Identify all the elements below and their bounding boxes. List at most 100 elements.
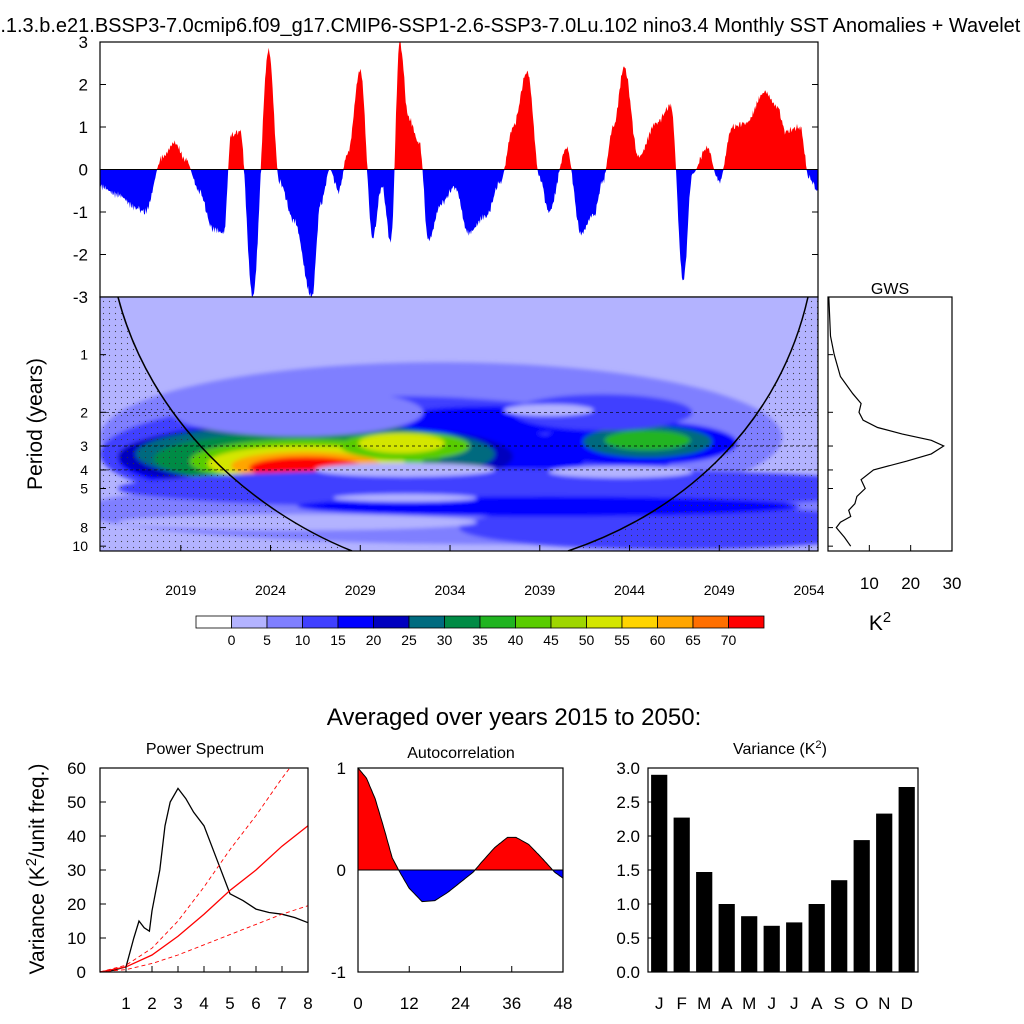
acf-x-tick-label: 24 xyxy=(451,994,470,1013)
y-tick-label: 0 xyxy=(79,161,88,180)
month-label: F xyxy=(677,994,687,1013)
year-tick-label: 2054 xyxy=(793,582,824,598)
variance-bar xyxy=(718,904,735,972)
ps-x-tick-label: 2 xyxy=(147,994,156,1013)
var-y-tick-label: 2.5 xyxy=(616,793,640,812)
ps-x-tick-label: 7 xyxy=(277,994,286,1013)
gws-title: GWS xyxy=(871,281,909,298)
y-tick-label: -2 xyxy=(73,246,88,265)
period-tick-label: 10 xyxy=(72,538,88,554)
power-spectrum-panel: Power Spectrum 0 10 20 30 40 50 60 1 2 3 4 5 6 7 8 Var… xyxy=(24,741,313,1013)
colorbar: 0 5 10 15 20 25 30 35 40 45 50 55 60 65 70 xyxy=(195,615,765,648)
year-tick-label: 2019 xyxy=(165,582,196,598)
colorbar-swatch xyxy=(302,615,339,629)
power-spectrum-frame xyxy=(99,767,309,973)
colorbar-swatch xyxy=(266,615,303,629)
year-tick-label: 2029 xyxy=(345,582,376,598)
sst-anomaly-panel: 3 2 1 0 -1 -2 -3 xyxy=(73,33,819,307)
colorbar-swatch xyxy=(479,615,516,629)
spectrum-line-upper-confidence xyxy=(99,767,291,973)
gws-panel: GWS 10 20 30 K2 xyxy=(827,281,962,635)
ps-y-tick-label: 20 xyxy=(67,895,86,914)
month-label: N xyxy=(878,994,890,1013)
variance-bar xyxy=(763,925,780,972)
colorbar-swatch xyxy=(231,615,268,629)
y-tick-label: 2 xyxy=(79,76,88,95)
colorbar-label: 55 xyxy=(614,632,630,648)
colorbar-label: 35 xyxy=(472,632,488,648)
wavelet-power-contour xyxy=(315,462,495,477)
colorbar-label: 70 xyxy=(721,632,737,648)
colorbar-label: 25 xyxy=(401,632,417,648)
acf-y-tick-label: -1 xyxy=(331,963,346,982)
period-tick-label: 2 xyxy=(80,404,88,420)
variance-bar xyxy=(673,817,690,972)
colorbar-swatch xyxy=(515,615,552,629)
colorbar-swatch xyxy=(728,615,765,629)
positive-anomaly-area xyxy=(100,42,818,170)
wavelet-power-contour xyxy=(171,388,424,437)
ps-x-tick-label: 6 xyxy=(251,994,260,1013)
colorbar-label: 45 xyxy=(543,632,559,648)
month-label: J xyxy=(790,994,799,1013)
gws-tick-label: 30 xyxy=(943,574,962,593)
ps-y-tick-label: 30 xyxy=(67,861,86,880)
month-label: A xyxy=(811,994,823,1013)
period-tick-label: 4 xyxy=(80,462,88,478)
autocorrelation-panel: Autocorrelation 1 0 -1 0 12 24 36 48 xyxy=(331,745,573,1013)
ps-y-tick-label: 0 xyxy=(77,963,86,982)
wavelet-panel xyxy=(100,297,818,551)
month-label: M xyxy=(742,994,756,1013)
month-label: J xyxy=(768,994,777,1013)
ps-y-tick-label: 50 xyxy=(67,793,86,812)
var-y-tick-label: 3.0 xyxy=(616,759,640,778)
colorbar-label: 60 xyxy=(650,632,666,648)
period-tick-label: 5 xyxy=(80,481,88,497)
month-label: D xyxy=(901,994,913,1013)
power-spectrum-y-label: Variance (K2/unit freq.) xyxy=(24,764,49,975)
month-label: J xyxy=(655,994,664,1013)
y-tick-label: 1 xyxy=(79,118,88,137)
colorbar-label: 10 xyxy=(295,632,311,648)
cone-of-influence-curve xyxy=(117,297,809,551)
spectrum-line-lower-confidence xyxy=(99,905,309,973)
variance-bar xyxy=(786,922,803,972)
period-tick-label: 3 xyxy=(80,438,88,454)
y-tick-label: 3 xyxy=(79,33,88,52)
variance-bar xyxy=(651,774,668,972)
variance-bar xyxy=(808,904,825,972)
variance-bar xyxy=(696,872,713,972)
colorbar-swatch xyxy=(408,615,445,629)
colorbar-swatch xyxy=(657,615,694,629)
colorbar-label: 65 xyxy=(685,632,701,648)
month-label: M xyxy=(697,994,711,1013)
acf-y-tick-label: 1 xyxy=(337,759,346,778)
colorbar-label: 0 xyxy=(228,632,236,648)
acf-y-tick-label: 0 xyxy=(337,861,346,880)
colorbar-swatch xyxy=(586,615,623,629)
var-y-tick-label: 0.5 xyxy=(616,929,640,948)
year-tick-label: 2034 xyxy=(434,582,465,598)
ps-x-tick-label: 4 xyxy=(199,994,208,1013)
ps-y-tick-label: 10 xyxy=(67,929,86,948)
colorbar-swatch xyxy=(692,615,729,629)
variance-bar xyxy=(876,813,893,972)
gws-tick-label: 10 xyxy=(860,574,879,593)
acf-x-tick-label: 0 xyxy=(353,994,362,1013)
variance-bar xyxy=(831,880,848,972)
ps-x-tick-label: 5 xyxy=(225,994,234,1013)
acf-positive-area xyxy=(358,768,563,870)
gws-axis-label: K2 xyxy=(869,610,891,635)
period-axis-label: Period (years) xyxy=(24,358,47,490)
colorbar-label: 50 xyxy=(579,632,595,648)
colorbar-swatch xyxy=(444,615,481,629)
wavelet-power-contour xyxy=(548,465,693,478)
spectrum-line-red-noise xyxy=(99,825,309,973)
autocorrelation-title: Autocorrelation xyxy=(407,745,515,762)
variance-bar xyxy=(741,916,758,972)
colorbar-label: 15 xyxy=(330,632,346,648)
wavelet-power-contour xyxy=(358,433,445,454)
acf-x-tick-label: 48 xyxy=(554,994,573,1013)
colorbar-swatch xyxy=(373,615,410,629)
cone-of-influence-left xyxy=(100,297,352,551)
